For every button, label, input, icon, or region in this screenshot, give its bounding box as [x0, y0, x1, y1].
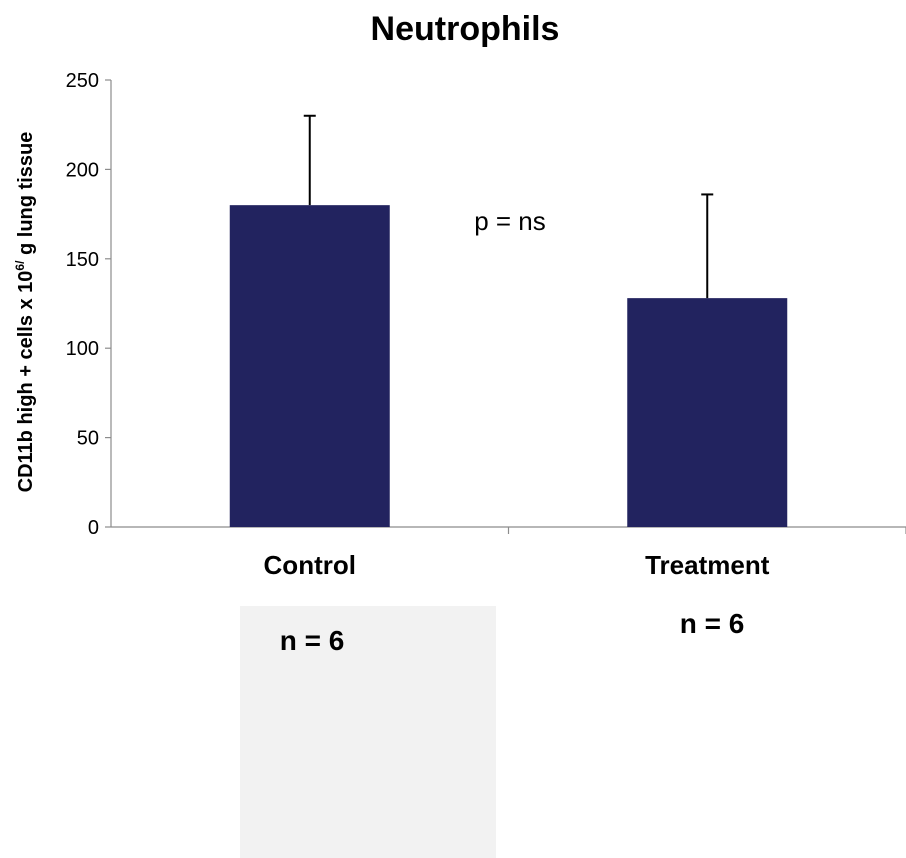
bars: [229, 205, 788, 527]
y-axis-label-superscript: 6/: [13, 260, 27, 271]
category-label-control: Control: [264, 550, 356, 580]
y-axis-label: CD11b high + cells x 106/ g lung tissue: [13, 132, 37, 493]
y-tick-label: 150: [66, 249, 99, 271]
y-ticks: 0 50 100 150 200 250: [66, 70, 111, 539]
bar-treatment: [627, 298, 788, 527]
error-bars: [303, 114, 714, 299]
category-label-treatment: Treatment: [645, 550, 770, 580]
y-tick-label: 200: [66, 159, 99, 181]
y-tick-label: 0: [88, 517, 99, 539]
y-tick-label: 250: [66, 70, 99, 92]
sample-size-treatment: n = 6: [680, 608, 745, 639]
category-labels: Control Treatment: [264, 550, 770, 580]
sample-size-control: n = 6: [280, 625, 345, 656]
note-box: [240, 606, 496, 858]
y-axis-label-tail: g lung tissue: [15, 132, 37, 261]
y-tick-label: 50: [77, 428, 99, 450]
p-value-annotation: p = ns: [474, 206, 546, 236]
y-tick-label: 100: [66, 338, 99, 360]
y-axis-label-main: CD11b high + cells x 10: [15, 271, 37, 493]
x-ticks: [507, 527, 906, 534]
bar-control: [229, 205, 390, 527]
chart-title: Neutrophils: [371, 10, 560, 48]
